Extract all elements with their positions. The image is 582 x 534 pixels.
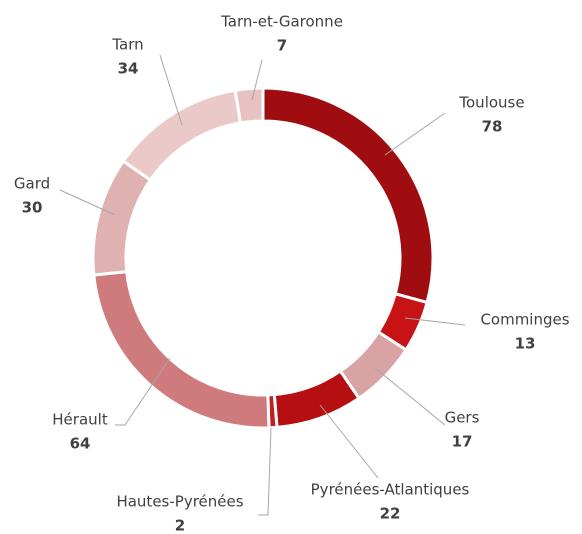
leader-line xyxy=(374,367,446,426)
slice-label: Hérault xyxy=(52,411,108,429)
donut-segment xyxy=(272,368,362,430)
leader-line xyxy=(251,59,263,101)
slice-value: 7 xyxy=(277,37,287,55)
slice-label: Gers xyxy=(445,409,480,427)
slice-label: Tarn-et-Garonne xyxy=(220,13,343,31)
donut-segment xyxy=(233,86,265,125)
leader-line xyxy=(319,404,379,479)
slice-label: Tarn xyxy=(111,36,143,54)
slice-value: 64 xyxy=(70,435,91,453)
leader-line xyxy=(404,317,466,326)
slice-label: Pyrénées-Atlantiques xyxy=(311,481,470,499)
donut-segment xyxy=(121,88,243,183)
leader-line xyxy=(159,54,183,126)
slice-value: 22 xyxy=(380,505,401,523)
slice-value: 34 xyxy=(118,60,139,78)
leader-line xyxy=(384,112,446,156)
slice-value: 17 xyxy=(452,433,473,451)
slice-label: Toulouse xyxy=(458,94,524,112)
slice-value: 78 xyxy=(482,118,503,136)
slice-value: 13 xyxy=(515,335,536,353)
leader-line xyxy=(258,427,272,516)
slice-value: 2 xyxy=(175,517,185,534)
leader-line xyxy=(115,357,171,426)
donut-segment xyxy=(92,270,271,430)
slice-value: 30 xyxy=(22,199,43,217)
donut-segment xyxy=(91,159,153,277)
slice-label: Hautes-Pyrénées xyxy=(116,493,243,511)
leader-line xyxy=(59,189,116,216)
slice-label: Comminges xyxy=(480,311,569,329)
donut-segment xyxy=(261,86,435,305)
slice-label: Gard xyxy=(14,175,50,193)
